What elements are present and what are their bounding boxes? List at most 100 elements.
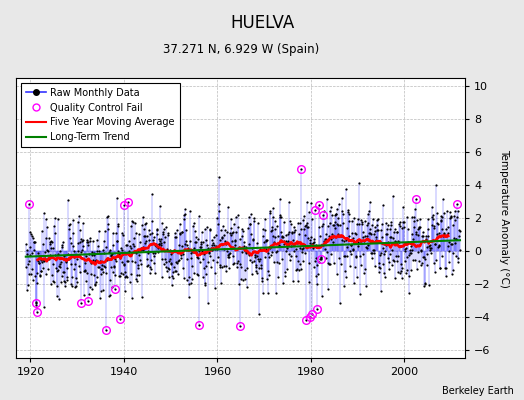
Point — [352, 231, 361, 237]
Point — [264, 250, 272, 256]
Point — [62, 258, 70, 264]
Point — [344, 217, 353, 224]
Point — [79, 242, 88, 249]
Point — [58, 272, 66, 279]
Point — [125, 248, 133, 254]
Point — [132, 250, 140, 256]
Point — [454, 255, 462, 261]
Point — [162, 264, 170, 270]
Point — [206, 245, 215, 252]
Point — [388, 247, 397, 253]
Point — [306, 314, 314, 320]
Point — [116, 254, 125, 261]
Point — [114, 221, 122, 228]
Point — [233, 224, 242, 230]
Point — [368, 222, 376, 229]
Point — [373, 216, 381, 223]
Point — [35, 260, 43, 266]
Point — [320, 240, 329, 247]
Point — [449, 250, 457, 256]
Point — [196, 241, 205, 248]
Point — [129, 240, 137, 247]
Point — [100, 238, 108, 244]
Point — [180, 212, 188, 218]
Point — [147, 257, 156, 263]
Point — [202, 263, 210, 270]
Point — [149, 260, 158, 266]
Point — [201, 280, 210, 286]
Point — [119, 232, 127, 239]
Point — [80, 260, 89, 266]
Point — [244, 225, 253, 231]
Point — [354, 216, 362, 222]
Point — [258, 278, 266, 285]
Point — [183, 244, 192, 251]
Point — [148, 237, 157, 243]
Point — [214, 207, 223, 214]
Point — [329, 238, 337, 245]
Point — [167, 261, 175, 268]
Point — [45, 256, 53, 262]
Point — [335, 300, 344, 307]
Point — [82, 252, 90, 259]
Point — [372, 237, 380, 243]
Point — [380, 274, 389, 280]
Point — [252, 264, 260, 270]
Point — [406, 247, 414, 253]
Point — [154, 244, 162, 251]
Point — [383, 226, 391, 232]
Point — [401, 248, 409, 254]
Point — [330, 222, 339, 228]
Point — [312, 255, 321, 262]
Point — [88, 286, 96, 292]
Point — [285, 251, 293, 257]
Point — [139, 232, 148, 239]
Point — [123, 258, 132, 264]
Point — [445, 259, 453, 266]
Point — [453, 201, 462, 208]
Point — [332, 210, 341, 217]
Point — [134, 262, 142, 268]
Point — [73, 219, 82, 226]
Point — [168, 282, 177, 288]
Point — [343, 244, 352, 250]
Point — [260, 216, 269, 222]
Point — [29, 239, 38, 245]
Point — [192, 234, 201, 240]
Point — [176, 230, 184, 236]
Point — [179, 275, 188, 282]
Point — [226, 230, 234, 236]
Point — [191, 239, 200, 245]
Point — [381, 220, 390, 226]
Point — [312, 242, 320, 248]
Point — [46, 251, 54, 258]
Point — [185, 294, 193, 300]
Point — [301, 250, 310, 256]
Point — [68, 282, 77, 289]
Point — [108, 269, 117, 276]
Point — [289, 278, 297, 284]
Point — [103, 214, 111, 220]
Point — [80, 292, 89, 298]
Point — [60, 269, 68, 275]
Point — [442, 226, 451, 232]
Point — [290, 248, 299, 254]
Point — [423, 232, 432, 239]
Point — [291, 239, 299, 246]
Point — [133, 278, 141, 284]
Point — [320, 238, 328, 244]
Point — [94, 243, 102, 249]
Point — [378, 234, 386, 241]
Point — [311, 272, 320, 279]
Point — [275, 241, 283, 248]
Point — [171, 268, 179, 274]
Point — [443, 207, 451, 214]
Point — [51, 256, 60, 263]
Point — [34, 250, 42, 256]
Point — [285, 229, 293, 236]
Point — [337, 208, 346, 214]
Point — [215, 236, 224, 243]
Point — [268, 233, 277, 240]
Point — [340, 283, 348, 289]
Point — [163, 268, 171, 274]
